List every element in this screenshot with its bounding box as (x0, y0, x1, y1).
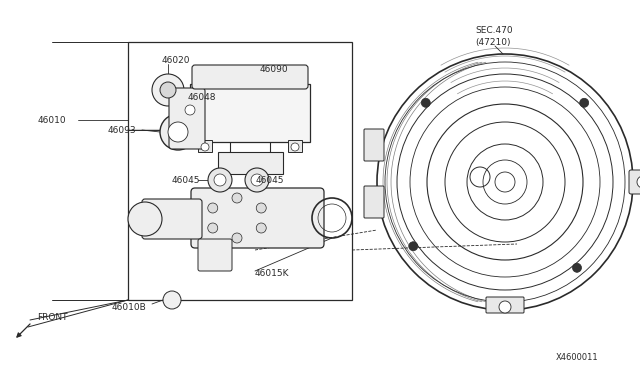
FancyBboxPatch shape (629, 170, 640, 194)
FancyBboxPatch shape (486, 297, 524, 313)
Text: X4600011: X4600011 (556, 353, 598, 362)
Circle shape (232, 193, 242, 203)
FancyBboxPatch shape (364, 129, 384, 161)
Text: 46093: 46093 (108, 125, 136, 135)
Text: 46048: 46048 (188, 93, 216, 102)
Text: 46045: 46045 (172, 176, 200, 185)
FancyBboxPatch shape (198, 239, 232, 271)
Circle shape (168, 122, 188, 142)
Bar (198, 140, 212, 152)
Text: 46090: 46090 (260, 64, 289, 74)
Circle shape (251, 174, 263, 186)
Circle shape (637, 176, 640, 188)
Circle shape (580, 98, 589, 107)
Circle shape (208, 168, 232, 192)
Circle shape (214, 174, 226, 186)
Bar (190, 84, 310, 142)
Circle shape (232, 233, 242, 243)
Text: 46010B: 46010B (112, 304, 147, 312)
Text: 46045: 46045 (256, 176, 285, 185)
FancyBboxPatch shape (142, 199, 202, 239)
Text: SEC.470: SEC.470 (475, 26, 513, 35)
Circle shape (185, 105, 195, 115)
Circle shape (201, 143, 209, 151)
Circle shape (160, 114, 196, 150)
Circle shape (573, 263, 582, 272)
FancyBboxPatch shape (364, 186, 384, 218)
Circle shape (409, 242, 418, 251)
FancyBboxPatch shape (169, 88, 205, 149)
Text: FRONT: FRONT (37, 312, 67, 321)
Text: 46020: 46020 (162, 55, 191, 64)
Circle shape (152, 74, 184, 106)
Text: 46015K: 46015K (255, 269, 289, 279)
Bar (288, 140, 302, 152)
Text: (47210): (47210) (475, 38, 511, 46)
Circle shape (256, 203, 266, 213)
Circle shape (163, 291, 181, 309)
Circle shape (245, 168, 269, 192)
Circle shape (256, 223, 266, 233)
Bar (128, 42, 352, 300)
Circle shape (421, 98, 430, 107)
FancyBboxPatch shape (191, 188, 324, 248)
Circle shape (180, 100, 200, 120)
Bar (218, 152, 283, 174)
Ellipse shape (375, 54, 635, 310)
Circle shape (208, 203, 218, 213)
Circle shape (291, 143, 299, 151)
Circle shape (499, 301, 511, 313)
FancyBboxPatch shape (192, 65, 308, 89)
Circle shape (128, 202, 162, 236)
Text: 46010: 46010 (38, 115, 67, 125)
Circle shape (160, 82, 176, 98)
Circle shape (208, 223, 218, 233)
